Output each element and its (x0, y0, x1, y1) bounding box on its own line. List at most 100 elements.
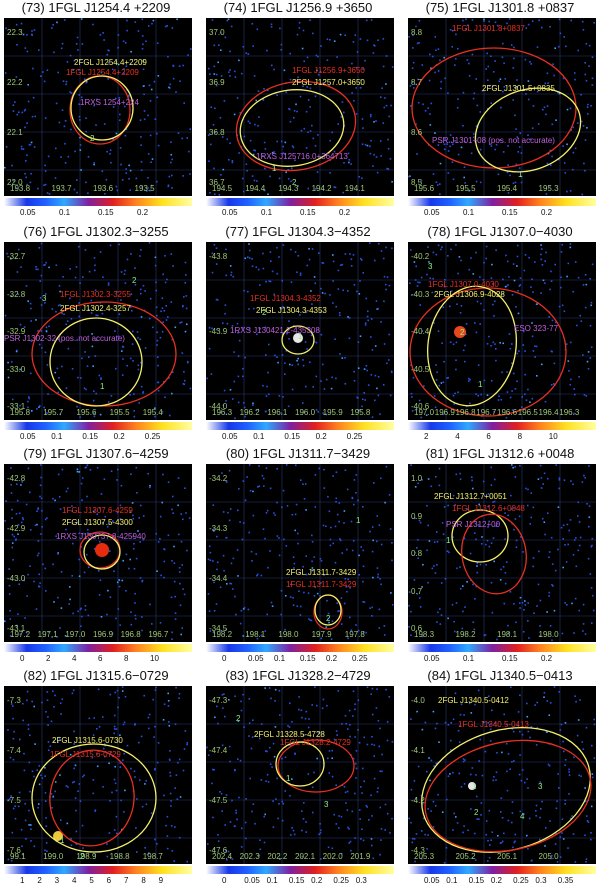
photon-count-pixel (479, 276, 481, 278)
photon-count-pixel (166, 847, 169, 850)
photon-count-pixel (103, 39, 105, 41)
photon-count-pixel (533, 612, 535, 614)
photon-count-pixel (555, 807, 558, 810)
photon-count-pixel (381, 770, 383, 773)
photon-count-pixel (213, 581, 215, 584)
photon-count-pixel (570, 378, 572, 381)
colorbar-tick-label: 0.15 (98, 208, 114, 217)
photon-count-pixel (10, 703, 13, 705)
photon-count-pixel (473, 520, 476, 523)
photon-count-pixel (423, 385, 425, 387)
photon-count-pixel (225, 413, 228, 415)
photon-count-pixel (215, 84, 218, 87)
photon-count-pixel (457, 47, 459, 50)
photon-count-pixel (378, 524, 381, 526)
photon-count-pixel (12, 104, 15, 106)
count-map-image: 22.3 22.2 22.1 22.0 193.8 193.7 193.6 193.5 2FGL… (4, 18, 192, 196)
photon-count-pixel (410, 392, 413, 395)
x-tick-label: 196.3 (559, 408, 580, 417)
photon-count-pixel (540, 258, 543, 261)
photon-count-pixel (366, 369, 368, 372)
photon-count-pixel (140, 169, 143, 171)
photon-count-pixel (61, 109, 64, 111)
photon-count-pixel (102, 747, 105, 750)
photon-count-pixel (452, 771, 454, 774)
photon-count-pixel (80, 546, 82, 548)
colorbar-tick-label: 0.05 (424, 876, 440, 885)
y-tick-label: 22.1 (7, 128, 23, 137)
photon-count-pixel (180, 513, 183, 515)
photon-count-pixel (512, 99, 514, 101)
photon-count-pixel (169, 414, 171, 417)
photon-count-pixel (546, 611, 548, 613)
photon-count-pixel (432, 277, 434, 280)
photon-count-pixel (309, 130, 312, 132)
colorbar (4, 422, 192, 430)
photon-count-pixel (462, 585, 464, 587)
photon-count-pixel (490, 839, 492, 841)
photon-count-pixel (94, 810, 96, 812)
photon-count-pixel (493, 315, 495, 317)
photon-count-pixel (286, 332, 288, 335)
photon-count-pixel (245, 163, 248, 166)
photon-count-pixel (519, 694, 521, 697)
photon-count-pixel (133, 542, 135, 545)
photon-count-pixel (319, 311, 322, 314)
photon-count-pixel (467, 829, 469, 832)
photon-count-pixel (550, 384, 553, 386)
photon-count-pixel (310, 334, 313, 337)
photon-count-pixel (449, 773, 451, 775)
photon-count-pixel (465, 28, 467, 31)
photon-count-pixel (85, 181, 87, 184)
photon-count-pixel (28, 761, 31, 764)
photon-count-pixel (492, 303, 494, 306)
photon-count-pixel (488, 856, 491, 859)
x-tick-label: 202.0 (322, 852, 343, 861)
photon-count-pixel (239, 622, 242, 625)
photon-count-pixel (178, 697, 180, 699)
photon-count-pixel (287, 169, 290, 171)
photon-count-pixel (349, 735, 351, 738)
photon-count-pixel (530, 516, 532, 519)
photon-count-pixel (263, 841, 266, 844)
photon-count-pixel (19, 738, 21, 741)
colorbar-tick-label: 0.15 (288, 876, 305, 885)
photon-count-pixel (337, 827, 340, 829)
photon-count-pixel (216, 299, 219, 301)
photon-count-pixel (572, 290, 574, 293)
photon-count-pixel (490, 345, 492, 347)
photon-count-pixel (319, 156, 322, 159)
photon-count-pixel (311, 534, 313, 537)
sky-map-panel: (83) 1FGL J1328.2−4729 -47.3 -47.4 -47.5 -47… (202, 668, 394, 890)
photon-count-pixel (346, 790, 349, 793)
photon-count-pixel (483, 309, 485, 311)
photon-count-pixel (540, 487, 543, 489)
photon-count-pixel (583, 474, 585, 477)
photon-count-pixel (289, 596, 292, 598)
photon-count-pixel (542, 483, 544, 485)
bright-source (53, 831, 63, 841)
photon-count-pixel (325, 525, 327, 527)
photon-count-pixel (8, 584, 11, 587)
photon-count-pixel (302, 29, 305, 32)
photon-count-pixel (352, 757, 355, 760)
photon-count-pixel (78, 532, 81, 535)
photon-count-pixel (501, 371, 503, 374)
photon-count-pixel (17, 293, 20, 296)
photon-count-pixel (223, 569, 225, 572)
photon-count-pixel (79, 144, 82, 146)
photon-count-pixel (379, 770, 382, 772)
photon-count-pixel (85, 81, 88, 83)
photon-count-pixel (364, 324, 367, 326)
photon-count-pixel (73, 743, 76, 745)
photon-count-pixel (58, 121, 61, 124)
counterpart-number: 2 (262, 308, 267, 317)
photon-count-pixel (490, 542, 493, 544)
photon-count-pixel (376, 387, 378, 390)
photon-count-pixel (439, 59, 441, 62)
photon-count-pixel (10, 295, 13, 298)
photon-count-pixel (382, 65, 385, 68)
photon-count-pixel (292, 556, 295, 558)
photon-count-pixel (437, 48, 440, 50)
photon-count-pixel (155, 289, 157, 292)
